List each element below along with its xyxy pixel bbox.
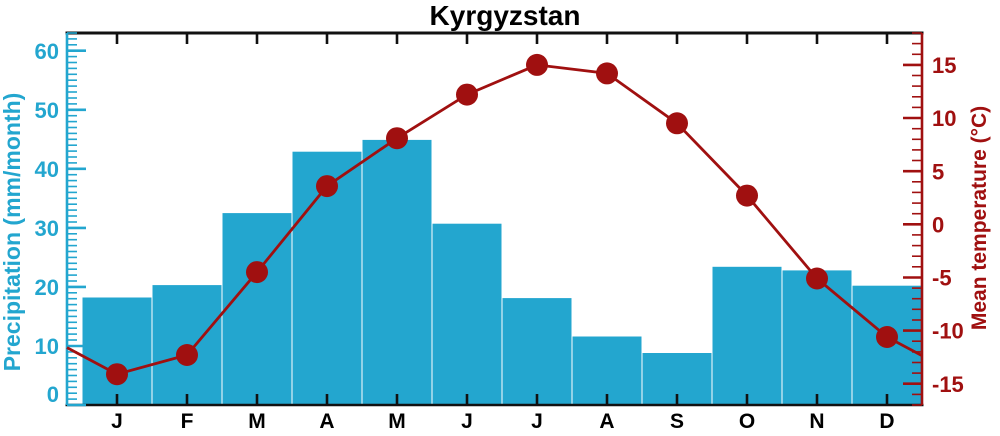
left-tick-label-20: 20 — [35, 275, 59, 300]
left-tick-label-10: 10 — [35, 334, 59, 359]
month-label-D-12: D — [879, 410, 894, 433]
precip-bar-J-6 — [432, 223, 502, 405]
right-tick-label-0: 0 — [932, 212, 944, 237]
precip-bar-J-7 — [502, 298, 572, 405]
temperature-line-and-markers — [66, 53, 923, 386]
left-tick-label-60: 60 — [35, 39, 59, 64]
precip-bar-O-10 — [712, 266, 782, 405]
temp-marker-J-6 — [456, 83, 478, 106]
temp-marker-O-10 — [736, 184, 758, 207]
month-label-J-6: J — [461, 410, 473, 433]
temp-marker-M-5 — [386, 127, 408, 150]
temp-marker-J-1 — [106, 363, 128, 386]
chart-title: Kyrgyzstan — [430, 0, 581, 31]
right-tick-label--10: -10 — [932, 319, 964, 344]
left-axis-title: Precipitation (mm/month) — [0, 93, 25, 372]
temp-marker-A-4 — [316, 175, 338, 198]
temp-marker-N-11 — [806, 267, 828, 290]
temp-marker-J-7 — [526, 53, 548, 76]
month-label-F-2: F — [181, 410, 194, 433]
right-tick-label--15: -15 — [932, 372, 964, 397]
temp-marker-F-2 — [176, 344, 198, 366]
month-label-M-3: M — [248, 410, 266, 433]
month-label-J-7: J — [531, 410, 543, 433]
precip-bar-A-8 — [572, 336, 642, 405]
right-tick-label-5: 5 — [932, 159, 944, 184]
left-tick-label-50: 50 — [35, 98, 59, 123]
left-tick-label-0: 0 — [47, 382, 59, 407]
precip-bar-J-1 — [82, 297, 152, 405]
axes-frame-and-ticks: 0 10 20 30 40 50 60 -15 -10 -5 0 5 10 15 J F M A M J J A S O N D — [35, 31, 964, 433]
temp-marker-M-3 — [246, 261, 268, 284]
right-axis-title: Mean temperature (°C) — [968, 106, 991, 330]
right-tick-label--5: -5 — [932, 266, 952, 291]
right-tick-label-10: 10 — [932, 106, 956, 131]
temp-marker-D-12 — [876, 326, 898, 348]
month-label-O-10: O — [739, 410, 755, 433]
month-label-A-8: A — [599, 410, 614, 433]
temp-marker-S-9 — [666, 112, 688, 135]
month-label-S-9: S — [670, 410, 684, 433]
left-tick-label-40: 40 — [35, 157, 59, 182]
right-tick-label-15: 15 — [932, 53, 956, 78]
precipitation-bars — [82, 139, 922, 405]
month-label-M-5: M — [388, 410, 406, 433]
precip-bar-N-11 — [782, 270, 852, 405]
left-tick-label-30: 30 — [35, 216, 59, 241]
month-label-N-11: N — [809, 410, 824, 433]
precip-bar-M-5 — [362, 139, 432, 405]
temp-marker-A-8 — [596, 62, 618, 85]
temperature-line — [66, 63, 923, 376]
month-label-A-4: A — [319, 410, 334, 433]
month-label-J-1: J — [111, 410, 123, 433]
